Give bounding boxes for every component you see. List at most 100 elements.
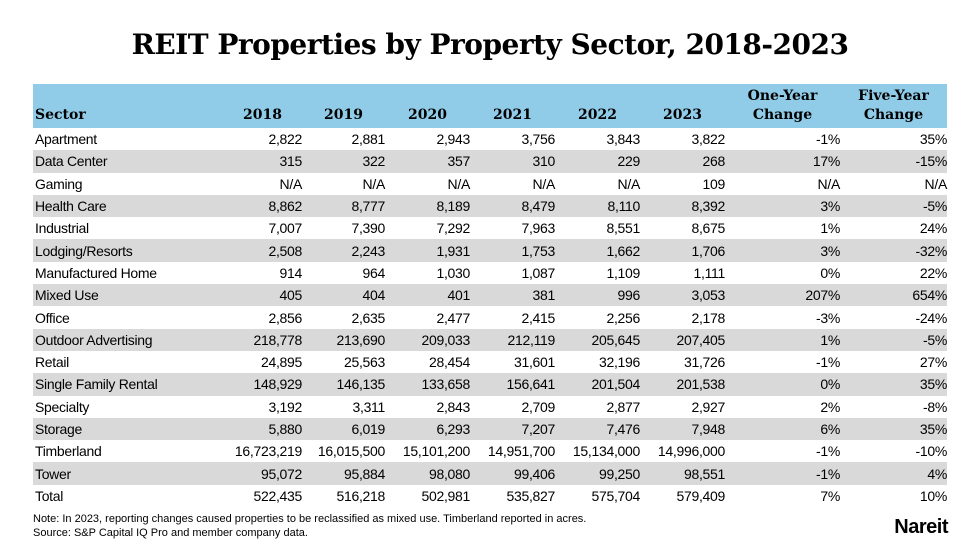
table-cell: 914 [279, 264, 303, 281]
sector-name: Manufactured Home [35, 264, 157, 281]
table-cell: 357 [385, 150, 470, 173]
table-cell: N/A [279, 175, 303, 192]
table-cell: 14,951,700 [487, 443, 555, 460]
table-row: Outdoor Advertising 218,778 213,690 209,033… [33, 328, 947, 351]
sector-name: Gaming [35, 175, 83, 192]
table-cell: 964 [362, 264, 386, 281]
table-cell: 133,658 [385, 373, 470, 396]
table-cell: 322 [302, 150, 385, 173]
table-cell: 1,753 [470, 239, 555, 262]
table-cell: 207,405 [640, 328, 725, 351]
table-cell: 654% [840, 284, 947, 307]
table-cell: 3,192 [268, 398, 302, 415]
table-cell: 212,119 [470, 328, 555, 351]
table-cell: 8,392 [640, 194, 725, 218]
table-cell: 2,881 [351, 131, 385, 148]
reit-properties-table: Sector 2018 2019 2020 2021 2022 2023 One-Year Ch… [33, 84, 947, 507]
table-cell: 4% [840, 462, 947, 485]
table-cell: -3% [816, 309, 840, 326]
table-header-row: Sector 2018 2019 2020 2021 2022 2023 One-Year Ch… [33, 84, 947, 128]
table-cell: 229 [555, 150, 640, 173]
table-cell: N/A [447, 175, 471, 192]
sector-name: Health Care [33, 194, 223, 218]
table-cell: 2,256 [606, 309, 640, 326]
table-cell: -1% [816, 443, 840, 460]
table-cell: -5% [840, 194, 947, 218]
table-cell: 3% [725, 239, 840, 262]
table-row: Manufactured Home 914 964 1,030 1,087 1,109 1,… [33, 262, 947, 284]
table-cell: 10% [919, 487, 947, 504]
sector-name: Storage [33, 417, 223, 441]
table-cell: 405 [223, 284, 302, 307]
table-cell: 98,080 [385, 462, 470, 485]
table-cell: -5% [840, 328, 947, 351]
table-cell: 575,704 [591, 487, 640, 504]
table-cell: 109 [702, 175, 726, 192]
table-cell: 146,135 [302, 373, 385, 396]
table-cell: 6% [725, 417, 840, 441]
table-cell: 315 [223, 150, 302, 173]
table-cell: 8,551 [606, 220, 640, 237]
table-row: Health Care 8,862 8,777 8,189 8,479 8,110 8,39… [33, 194, 947, 218]
table-cell: 8,189 [385, 194, 470, 218]
table-cell: 7,207 [470, 417, 555, 441]
sector-name: Single Family Rental [33, 373, 223, 396]
table-cell: -1% [816, 131, 840, 148]
table-cell: 522,435 [253, 487, 302, 504]
table-cell: 99,250 [555, 462, 640, 485]
table-cell: N/A [532, 175, 556, 192]
table-cell: 31,601 [513, 354, 555, 371]
table-cell: N/A [362, 175, 386, 192]
table-cell: 16,015,500 [317, 443, 385, 460]
table-cell: 579,409 [676, 487, 725, 504]
table-cell: -15% [840, 150, 947, 173]
table-cell: 201,504 [555, 373, 640, 396]
column-header: 2022 [555, 84, 640, 128]
table-cell: 3,843 [606, 131, 640, 148]
table-cell: 14,996,000 [657, 443, 725, 460]
table-cell: 99,406 [470, 462, 555, 485]
sector-name: Industrial [35, 220, 89, 237]
table-cell: 5,880 [223, 417, 302, 441]
sector-name: Timberland [35, 443, 102, 460]
table-cell: 516,218 [336, 487, 385, 504]
sector-name: Office [35, 309, 70, 326]
table-cell: 1,111 [693, 264, 726, 281]
table-cell: 1,109 [606, 264, 640, 281]
table-cell: -24% [915, 309, 948, 326]
table-cell: 2,856 [268, 309, 302, 326]
table-cell: N/A [817, 175, 841, 192]
table-cell: 16,723,219 [234, 443, 302, 460]
table-cell: 2,843 [436, 398, 470, 415]
table-cell: N/A [617, 175, 641, 192]
table-cell: 35% [919, 131, 947, 148]
table-cell: 31,726 [683, 354, 725, 371]
table-row: Total 522,435 516,218 502,981 535,827 575,704… [33, 485, 947, 507]
footnotes: Note: In 2023, reporting changes caused … [33, 512, 586, 540]
table-cell: 17% [725, 150, 840, 173]
table-row: Office 2,856 2,635 2,477 2,415 2,256 2,178 -3% -… [33, 306, 947, 328]
table-cell: 2,822 [268, 131, 302, 148]
table-row: Storage 5,880 6,019 6,293 7,207 7,476 7,948 6% 3… [33, 417, 947, 441]
table-cell: 404 [302, 284, 385, 307]
table-cell: 7,007 [268, 220, 302, 237]
table-cell: 7,963 [521, 220, 555, 237]
table-row: Apartment 2,822 2,881 2,943 3,756 3,843 3,822 -… [33, 128, 947, 150]
table-cell: 502,981 [421, 487, 470, 504]
table-cell: 2,927 [691, 398, 725, 415]
table-cell: 3% [725, 194, 840, 218]
table-cell: 2% [820, 398, 840, 415]
table-cell: 205,645 [555, 328, 640, 351]
table-cell: -10% [915, 443, 948, 460]
table-cell: 15,101,200 [402, 443, 470, 460]
nareit-logo: Nareit [894, 516, 948, 538]
sector-name: Tower [33, 462, 223, 485]
sector-name: Data Center [33, 150, 223, 173]
table-cell: 24% [919, 220, 947, 237]
table-cell: 0% [820, 264, 840, 281]
table-cell: 95,072 [223, 462, 302, 485]
table-cell: 95,884 [302, 462, 385, 485]
column-header: Five-Year Change [840, 84, 947, 128]
column-header: 2019 [302, 84, 385, 128]
sector-name: Retail [35, 354, 69, 371]
